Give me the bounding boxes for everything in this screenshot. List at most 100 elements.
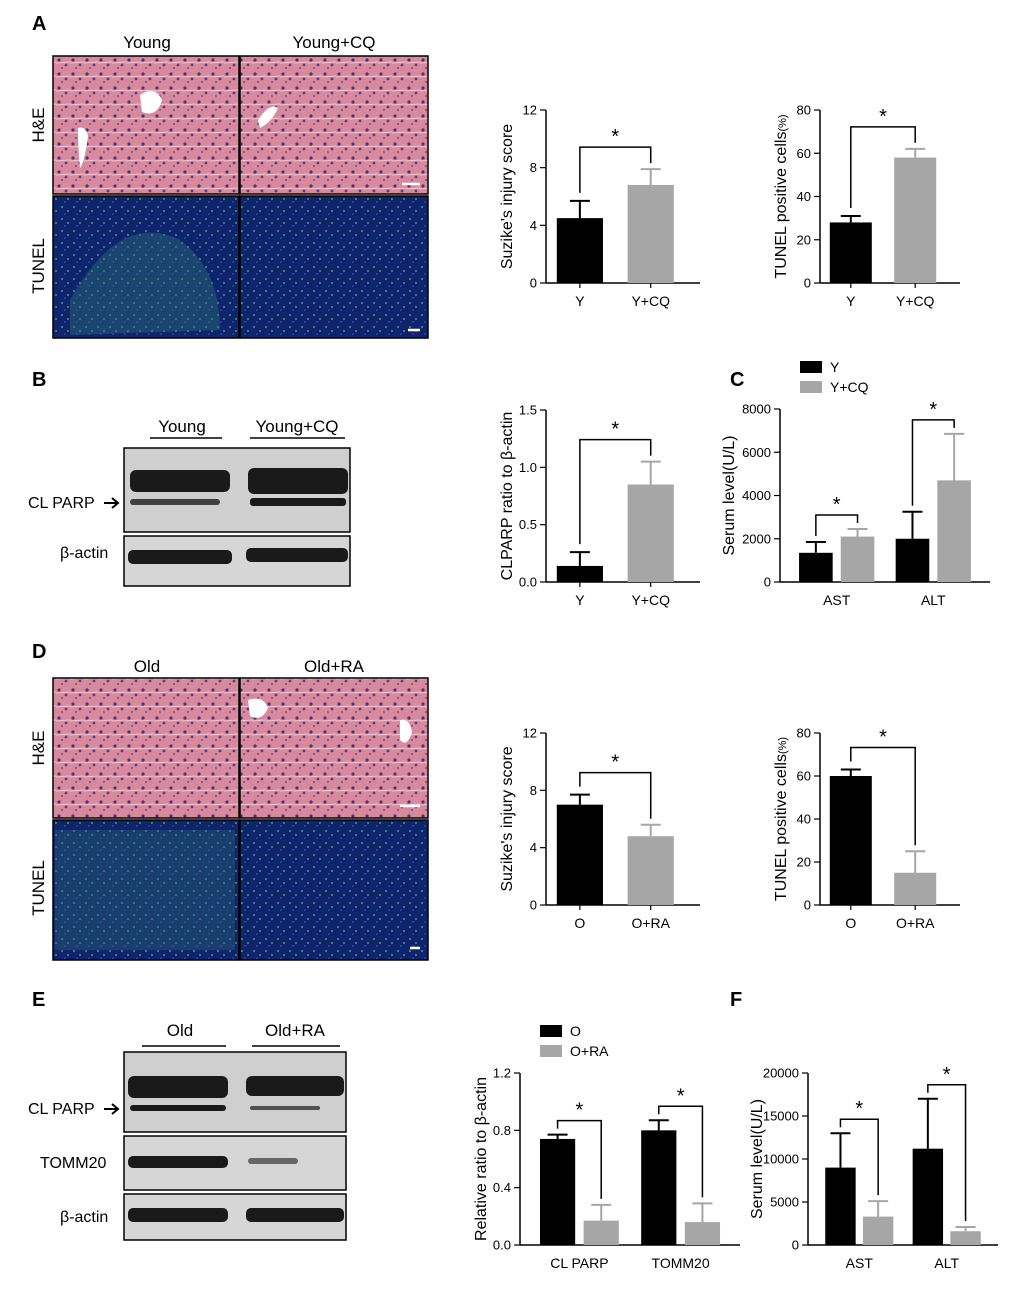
col-label-young-cq: Young+CQ <box>292 33 375 52</box>
vessel-old-ra <box>248 698 268 718</box>
bar-c1-s1-c1 <box>937 480 971 582</box>
blot-bands-b <box>128 468 348 564</box>
y-tick-label-a1-0: 0 <box>530 276 537 291</box>
sig-star-d1-0: * <box>611 752 619 774</box>
bar-d2-cat-0 <box>829 776 872 905</box>
legend-swatch-e1-0 <box>540 1025 562 1037</box>
y-tick-label-b1-3: 1.5 <box>519 403 537 418</box>
row-label-he: H&E <box>29 108 48 143</box>
sig-star-e1-0: * <box>576 1100 584 1122</box>
vessel-old-ra-2 <box>400 719 412 743</box>
y-tick-label-d1-3: 12 <box>523 726 537 741</box>
y-tick-label-d1-1: 4 <box>530 840 537 855</box>
he-image-old-ra <box>239 677 429 819</box>
x-tick-label-a2-0: Y <box>846 293 856 309</box>
x-tick-label-a1-1: Y+CQ <box>631 293 670 309</box>
legend-swatch-c1-1 <box>800 381 822 393</box>
y-axis-label-b1: CLPARP ratio to β-actin <box>499 412 516 581</box>
bar-c1-s1-c0 <box>840 536 875 582</box>
bar-a1-cat-1 <box>627 184 674 283</box>
x-tick-label-f1-1: ALT <box>934 1255 959 1271</box>
sig-star-f1-1: * <box>943 1064 951 1086</box>
y-tick-label-b1-1: 0.5 <box>519 517 537 532</box>
vessel-young-cq <box>258 106 278 128</box>
sig-bracket-b1-0 <box>579 438 652 545</box>
sig-star-c1-0: * <box>833 494 841 516</box>
y-tick-label-c1-4: 8000 <box>742 402 771 417</box>
band-arrow-e <box>104 1103 120 1115</box>
sig-star-b1-0: * <box>611 419 619 441</box>
band-label-cl-parp-e: CL PARP <box>28 1101 95 1118</box>
y-tick-label-b1-2: 1.0 <box>519 460 537 475</box>
panel-d-micrographs: Old Old+RA H&E TUNEL <box>29 657 429 961</box>
chart-d-injury-score: 0 4 8 12 Suzike's injury score O O+RA * <box>499 726 700 931</box>
x-tick-label-b1-0: Y <box>575 592 585 608</box>
y-axis-unit-d2: (%) <box>777 737 789 754</box>
he-image-old <box>52 677 240 819</box>
y-tick-label-e1-0: 0.0 <box>493 1238 511 1253</box>
y-tick-label-d1-2: 8 <box>530 783 537 798</box>
bar-c1-s0-c0 <box>799 552 833 582</box>
panel-letter-f: F <box>730 989 742 1011</box>
band-label-actin-e: β-actin <box>60 1209 108 1226</box>
y-tick-label-d2-2: 40 <box>797 812 811 827</box>
bar-d1-cat-1 <box>627 836 674 905</box>
chart-a-injury-score: 0 4 8 12 Suzike's injury score Y Y+CQ * <box>499 103 700 309</box>
y-axis-label-d2: TUNEL positive cells(%) <box>773 737 790 901</box>
sig-bracket-f1-0 <box>839 1118 879 1196</box>
x-tick-label-c1-0: AST <box>823 592 851 608</box>
legend-swatch-c1-0 <box>800 361 822 373</box>
band-label-actin-b: β-actin <box>60 545 108 562</box>
tunel-green-area-young <box>70 232 220 335</box>
y-tick-label-a1-2: 8 <box>530 160 537 175</box>
y-tick-label-f1-2: 10000 <box>763 1152 799 1167</box>
vessel-young <box>140 91 162 114</box>
sig-bracket-a2-0 <box>850 126 916 208</box>
x-tick-label-b1-1: Y+CQ <box>631 592 670 608</box>
col-label-old: Old <box>134 657 160 676</box>
y-tick-label-f1-4: 20000 <box>763 1066 799 1081</box>
sig-bracket-d1-0 <box>579 771 652 819</box>
y-tick-label-d2-4: 80 <box>797 726 811 741</box>
chart-d-tunel-positive: 0 20 40 60 80 TUNEL positive cells(%) O O+RA * <box>773 726 960 931</box>
sig-bracket-d2-0 <box>850 746 916 846</box>
row-label-he-d: H&E <box>29 731 48 766</box>
blot-group-old-ra: Old+RA <box>265 1021 326 1040</box>
row-label-tunel-d: TUNEL <box>29 860 48 916</box>
y-tick-label-a1-3: 12 <box>523 103 537 118</box>
sig-bracket-c1-0 <box>815 514 859 536</box>
blot-group-young-cq: Young+CQ <box>255 417 338 436</box>
panel-e-blot: Old Old+RA CL PARP TOMM20 β-actin <box>28 1021 347 1241</box>
band-label-tomm20: TOMM20 <box>40 1155 106 1172</box>
bar-f1-s1-c0 <box>862 1216 894 1245</box>
y-axis-label-d1: Suzike's injury score <box>499 746 516 891</box>
y-axis-unit-a2: (%) <box>777 114 789 131</box>
panel-letter-b: B <box>32 369 46 391</box>
bar-f1-s0-c1 <box>912 1148 944 1245</box>
y-tick-label-e1-2: 0.8 <box>493 1123 511 1138</box>
legend-label-c1-0: Y <box>830 359 840 375</box>
legend-label-e1-0: O <box>570 1023 581 1039</box>
y-tick-label-a2-3: 60 <box>797 146 811 161</box>
tunel-image-young-cq <box>239 195 429 339</box>
bar-e1-s0-c0 <box>539 1138 576 1245</box>
he-image-young-cq <box>239 55 429 195</box>
bar-a1-cat-0 <box>556 218 603 283</box>
legend-label-c1-1: Y+CQ <box>830 379 869 395</box>
bar-c1-s0-c1 <box>895 538 930 582</box>
x-tick-label-a1-0: Y <box>575 293 585 309</box>
y-tick-label-a2-2: 40 <box>797 189 811 204</box>
tunel-image-old-ra <box>239 819 429 961</box>
sig-star-f1-0: * <box>855 1098 863 1120</box>
sig-bracket-f1-1 <box>927 1084 967 1221</box>
bar-d2-cat-1 <box>894 872 937 905</box>
x-tick-label-a2-1: Y+CQ <box>896 293 935 309</box>
chart-f-serum-level: 0 5000 10000 15000 20000 Serum level(U/L) AST *… <box>749 1064 998 1271</box>
bar-e1-s1-c1 <box>684 1222 721 1245</box>
sig-star-a2-0: * <box>879 106 887 128</box>
sig-star-c1-1: * <box>929 399 937 421</box>
y-tick-label-b1-0: 0.0 <box>519 575 537 590</box>
y-axis-label-a2: TUNEL positive cells(%) <box>773 114 790 278</box>
x-tick-label-e1-1: TOMM20 <box>652 1255 710 1271</box>
